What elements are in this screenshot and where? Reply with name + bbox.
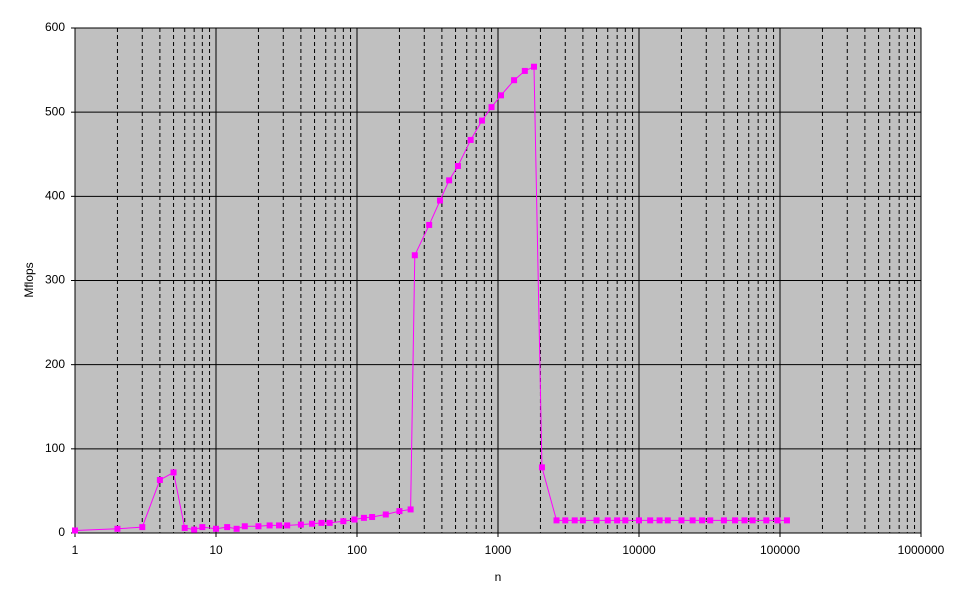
data-point [732,517,739,524]
data-point [454,163,461,170]
data-point [72,527,78,534]
data-point [783,517,790,524]
data-point [664,517,671,524]
data-point [396,508,403,515]
data-point [774,517,781,524]
data-point [170,469,177,476]
x-tick-label: 10 [209,543,223,557]
y-tick-label: 100 [45,441,65,455]
data-point [426,221,433,228]
data-point [622,517,629,524]
data-point [233,525,240,532]
data-point [521,67,528,74]
data-point [678,517,685,524]
data-point [139,524,146,531]
data-point [241,523,248,530]
x-tick-label: 1000 [485,543,512,557]
y-tick-label: 600 [45,20,65,34]
x-axis-label: n [495,570,502,584]
data-point [707,517,714,524]
data-point [156,476,163,483]
data-point [276,522,283,529]
y-tick-label: 200 [45,357,65,371]
data-point [763,517,770,524]
y-tick-label: 0 [58,525,65,539]
data-point [614,517,621,524]
data-point [326,519,333,526]
data-point [741,517,748,524]
data-point [318,519,325,526]
data-point [181,524,188,531]
data-point [511,77,518,84]
data-point [114,525,121,532]
data-point [411,252,418,259]
y-tick-label: 500 [45,104,65,118]
data-point [530,63,537,70]
data-point [224,524,231,531]
data-point [437,197,444,204]
data-point [689,517,696,524]
data-point [360,514,367,521]
data-point [213,525,219,532]
y-tick-label: 300 [45,273,65,287]
data-point [407,506,414,513]
data-point [266,522,273,529]
data-point [538,464,545,471]
data-point [720,517,727,524]
data-point [191,526,198,533]
y-tick-label: 400 [45,189,65,203]
data-point [467,136,474,143]
data-point [255,523,262,530]
data-point [284,522,291,529]
data-point [571,517,578,524]
data-point [382,511,389,518]
data-point [369,514,376,521]
data-point [699,517,706,524]
data-point [309,520,316,527]
data-point [636,517,642,524]
x-tick-label: 1000000 [898,543,945,557]
y-axis-label: Mflops [22,262,36,297]
data-point [593,517,600,524]
data-point [656,517,663,524]
data-point [604,517,611,524]
x-tick-label: 100 [347,543,367,557]
data-point [553,517,560,524]
data-point [647,517,654,524]
data-point [478,117,485,124]
data-point [351,516,358,523]
x-tick-label: 10000 [622,543,656,557]
x-tick-label: 1 [72,543,79,557]
data-point [749,517,756,524]
data-point [562,517,569,524]
data-point [497,92,504,99]
data-point [446,177,453,184]
data-point [340,518,347,525]
data-point [199,524,206,531]
data-point [297,521,304,528]
data-point [579,517,586,524]
data-point [488,104,495,111]
x-tick-label: 100000 [760,543,800,557]
